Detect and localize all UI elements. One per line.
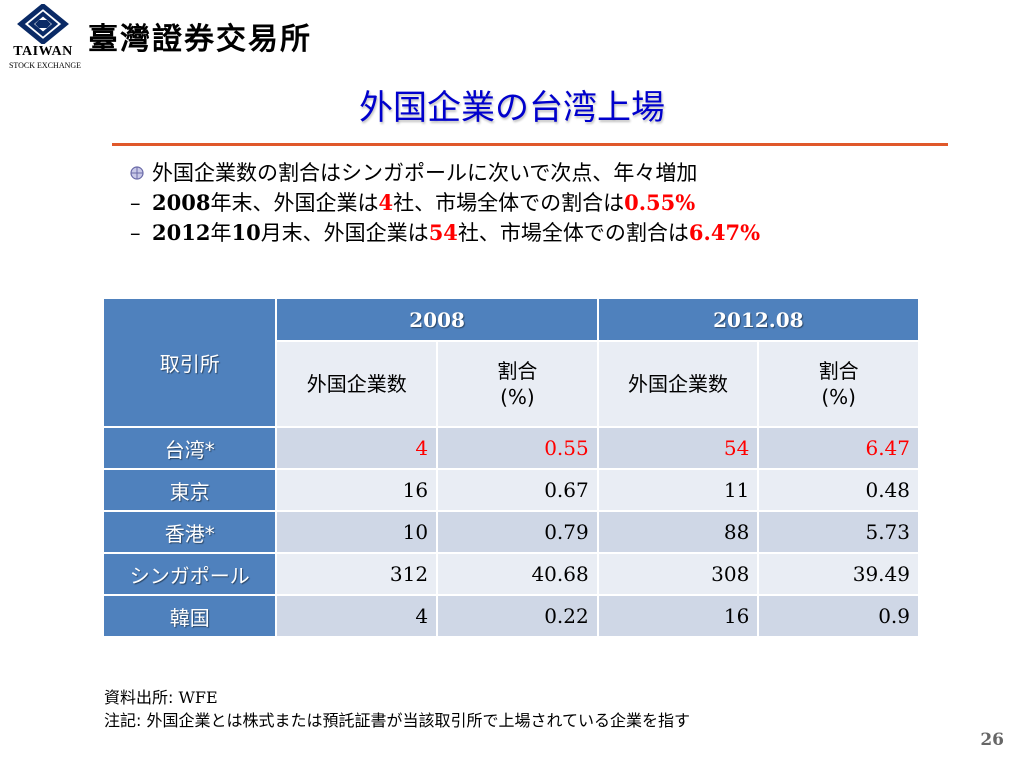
cell-value: 4	[275, 594, 439, 638]
sub1-pct: 0.55%	[624, 190, 696, 215]
sub2-count: 54	[428, 220, 458, 245]
exchange-header: 取引所	[101, 297, 278, 428]
cell-value: 0.79	[436, 510, 599, 554]
sub2-text2: 月末、外国企業は	[260, 221, 429, 245]
bullet-sub-2008: – 2008 年末、外国企業は 4 社、市場全体での割合は 0.55%	[130, 188, 760, 218]
col-ratio-2008: 割合 (%)	[436, 340, 599, 428]
cell-value: 312	[275, 552, 439, 596]
period-2008-header: 2008	[275, 297, 599, 342]
table-row: 台湾* 4 0.55 54 6.47	[101, 426, 920, 470]
row-label-korea: 韓国	[101, 594, 278, 638]
cell-value: 0.67	[436, 468, 599, 512]
slide-title: 外国企業の台湾上場	[359, 88, 665, 128]
cell-value: 16	[596, 594, 760, 638]
cell-value: 5.73	[757, 510, 920, 554]
row-label-tokyo: 東京	[101, 468, 278, 512]
table-row: 韓国 4 0.22 16 0.9	[101, 594, 920, 638]
note-line: 注記: 外国企業とは株式または預託証書が当該取引所で上場されている企業を指す	[104, 711, 691, 730]
table-row: シンガポール 312 40.68 308 39.49	[101, 552, 920, 596]
cell-value: 39.49	[757, 552, 920, 596]
sub1-text1: 年末、外国企業は	[210, 191, 379, 215]
cell-value: 0.9	[757, 594, 920, 638]
sub2-text1: 年	[210, 221, 232, 245]
cell-value: 6.47	[757, 426, 920, 470]
sub2-pct: 6.47%	[688, 220, 761, 245]
footer-notes: 資料出所: WFE 注記: 外国企業とは株式または預託証書が当該取引所で上場され…	[104, 686, 690, 732]
logo-text-taiwan: TAIWAN	[13, 44, 73, 59]
table-row: 東京 16 0.67 11 0.48	[101, 468, 920, 512]
cell-value: 4	[275, 426, 439, 470]
bullet-list: 外国企業数の割合はシンガポールに次いで次点、年々増加 – 2008 年末、外国企業…	[130, 158, 760, 248]
sub2-year: 2012	[152, 220, 211, 245]
sub2-month: 10	[231, 220, 261, 245]
cell-value: 40.68	[436, 552, 599, 596]
brand-name: 臺灣證券交易所	[88, 22, 312, 57]
row-label-hongkong: 香港*	[101, 510, 278, 554]
title-divider	[112, 143, 948, 146]
cell-value: 16	[275, 468, 439, 512]
foreign-listings-table: 取引所 2008 2012.08 外国企業数 割合 (%) 外国企業数 割合 (%)…	[101, 297, 921, 638]
bullet-main: 外国企業数の割合はシンガポールに次いで次点、年々増加	[130, 158, 760, 188]
period-2012-header: 2012.08	[596, 297, 921, 342]
row-label-singapore: シンガポール	[101, 552, 278, 596]
sub1-count: 4	[378, 190, 394, 215]
cell-value: 88	[596, 510, 760, 554]
sub1-text2: 社、市場全体での割合は	[393, 191, 625, 215]
cell-value: 308	[596, 552, 760, 596]
cell-value: 54	[596, 426, 760, 470]
sub2-text3: 社、市場全体での割合は	[457, 221, 689, 245]
col-count-2008: 外国企業数	[275, 340, 439, 428]
bullet-sub-2012: – 2012 年 10 月末、外国企業は 54 社、市場全体での割合は 6.47%	[130, 218, 760, 248]
page-number: 26	[980, 730, 1004, 750]
twse-logo: TAIWAN STOCK EXCHANGE	[6, 4, 81, 72]
col-ratio-2012: 割合 (%)	[757, 340, 920, 428]
cell-value: 0.22	[436, 594, 599, 638]
cell-value: 0.55	[436, 426, 599, 470]
source-line: 資料出所: WFE	[104, 688, 218, 707]
twse-logo-icon	[17, 4, 69, 44]
logo-text-stock-exchange: STOCK EXCHANGE	[8, 61, 82, 70]
cell-value: 11	[596, 468, 760, 512]
cell-value: 0.48	[757, 468, 920, 512]
cell-value: 10	[275, 510, 439, 554]
bullet-main-text: 外国企業数の割合はシンガポールに次いで次点、年々増加	[152, 161, 698, 185]
bullet-globe-icon	[130, 158, 152, 188]
col-count-2012: 外国企業数	[596, 340, 760, 428]
row-label-taiwan: 台湾*	[101, 426, 278, 470]
sub1-year: 2008	[152, 190, 211, 215]
table-row: 香港* 10 0.79 88 5.73	[101, 510, 920, 554]
